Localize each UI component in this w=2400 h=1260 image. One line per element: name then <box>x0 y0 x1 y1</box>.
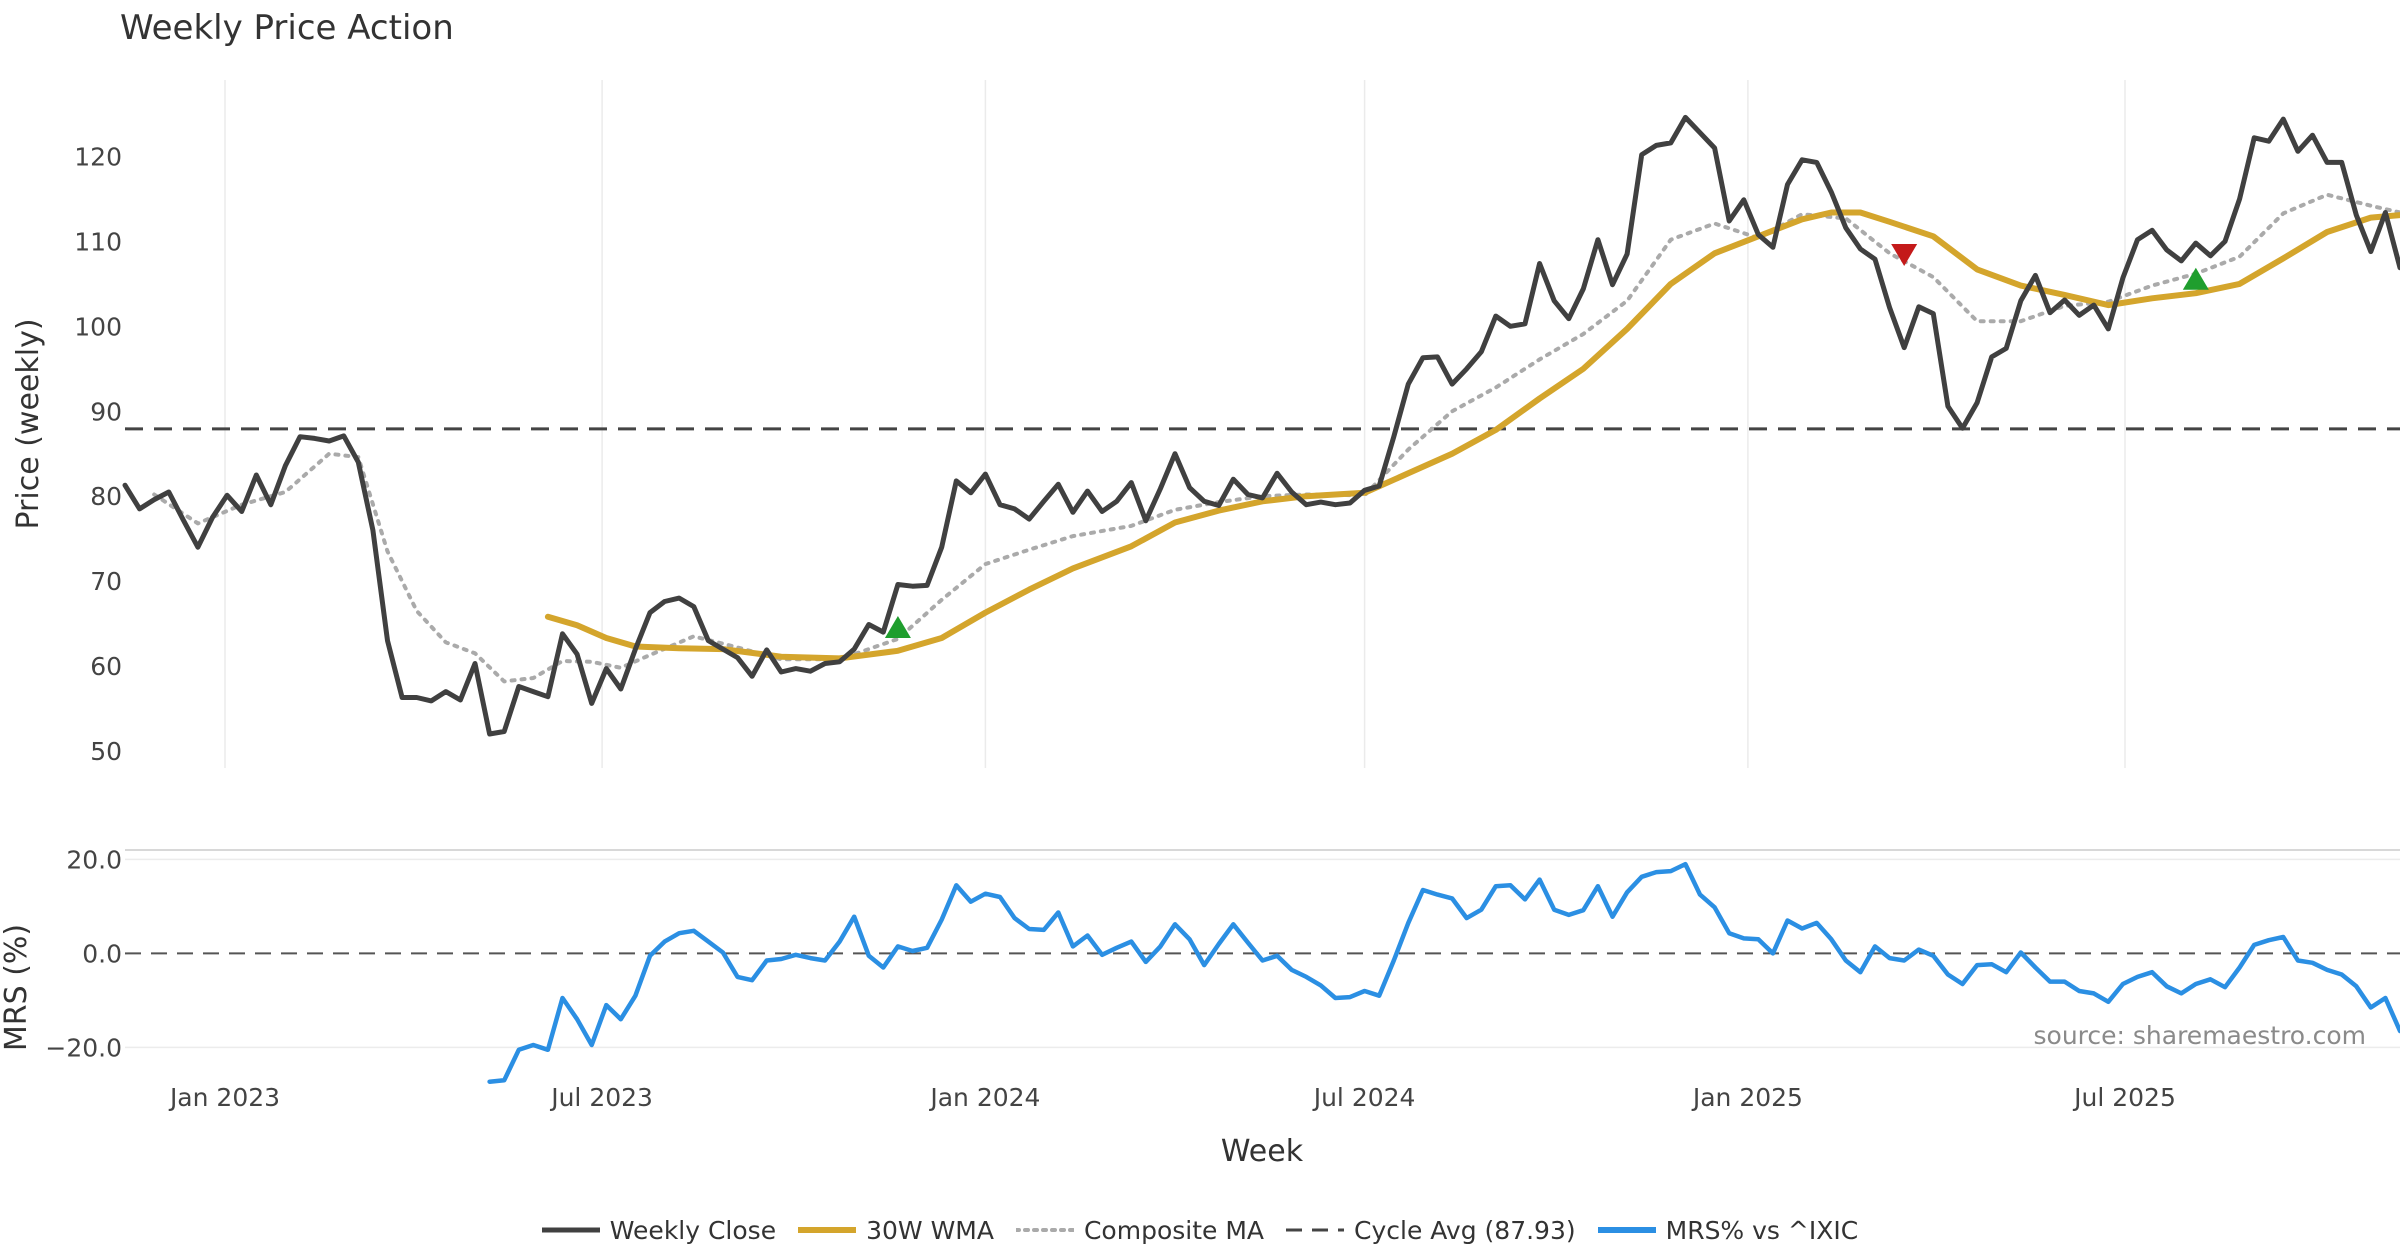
legend-swatch-30w-wma <box>798 1227 857 1233</box>
legend-item-composite-ma[interactable]: Composite MA <box>1015 1215 1265 1245</box>
x-tick-label-0: Jan 2023 <box>168 1083 280 1112</box>
legend-item-cycle-avg[interactable]: Cycle Avg (87.93) <box>1286 1216 1576 1245</box>
legend-label-weekly-close: Weekly Close <box>609 1215 777 1245</box>
legend-label-30w-wma: 30W WMA <box>866 1215 994 1245</box>
x-tick-label-4: Jan 2025 <box>1691 1083 1803 1112</box>
legend-swatch-mrs <box>1597 1227 1656 1233</box>
x-axis-title: Week <box>1221 1134 1304 1169</box>
x-tick-label-1: Jul 2023 <box>549 1083 653 1112</box>
mrs-y-tick-label: −20.0 <box>45 1033 122 1062</box>
mrs-y-tick-label: 20.0 <box>66 845 122 874</box>
price-y-axis-title: Price (weekly) <box>11 318 46 529</box>
legend-label-cycle-avg: Cycle Avg (87.93) <box>1354 1215 1576 1245</box>
legend-swatch-composite-ma <box>1015 1228 1074 1232</box>
legend-item-mrs[interactable]: MRS% vs ^IXIC <box>1597 1215 1859 1245</box>
buy-signal-marker-2 <box>2182 267 2209 290</box>
buy-signal-marker-0 <box>884 616 911 639</box>
x-tick-label-2: Jan 2024 <box>928 1083 1040 1112</box>
sell-signal-marker-1 <box>1891 243 1918 266</box>
price-y-tick-label: 120 <box>74 142 122 171</box>
mrs-y-tick-label: 0.0 <box>82 939 122 968</box>
price-y-tick-label: 60 <box>90 652 122 681</box>
x-tick-label-3: Jul 2024 <box>1312 1083 1416 1112</box>
chart-title: Weekly Price Action <box>120 8 454 48</box>
price-y-tick-label: 90 <box>90 397 122 426</box>
legend-swatch-cycle-avg <box>1286 1228 1345 1232</box>
legend-label-composite-ma: Composite MA <box>1083 1215 1265 1245</box>
price-y-tick-label: 80 <box>90 482 122 511</box>
weekly-close-line <box>122 114 2400 737</box>
price-y-tick-label: 100 <box>74 312 122 341</box>
legend-swatch-weekly-close <box>541 1227 600 1233</box>
composite-ma-line <box>152 192 2400 684</box>
mrs-y-axis-title: MRS (%) <box>0 924 34 1051</box>
legend-item-weekly-close[interactable]: Weekly Close <box>541 1215 777 1245</box>
price-y-tick-label: 50 <box>90 737 122 766</box>
wma-30w-line <box>544 209 2400 662</box>
price-y-tick-label: 70 <box>90 567 122 596</box>
mrs-line <box>487 861 2400 1084</box>
legend: Weekly Close 30W WMA Composite MA Cycle … <box>0 1210 2400 1250</box>
source-note: source: sharemaestro.com <box>2034 1021 2367 1050</box>
legend-label-mrs: MRS% vs ^IXIC <box>1665 1215 1859 1245</box>
x-tick-label-5: Jul 2025 <box>2072 1083 2176 1112</box>
price-y-tick-label: 110 <box>74 227 122 256</box>
legend-item-30w-wma[interactable]: 30W WMA <box>798 1216 994 1245</box>
